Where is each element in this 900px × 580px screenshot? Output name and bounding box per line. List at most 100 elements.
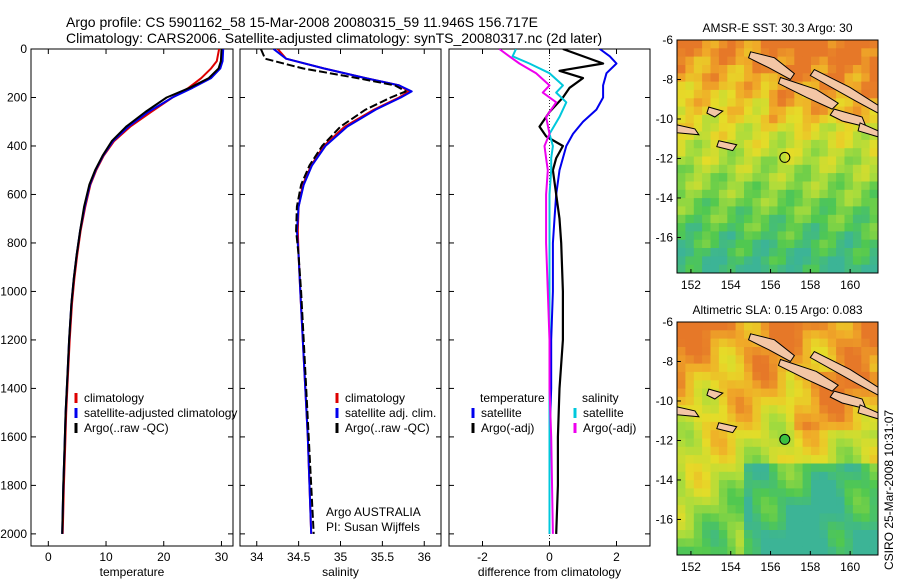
x-axis-label: salinity [322,565,359,579]
legend-label: Argo(..raw -QC) [345,421,430,435]
x-tick-label: 2 [613,550,620,564]
land-polygons [677,333,878,434]
map-title: Altimetric SLA: 0.15 Argo: 0.083 [692,303,862,317]
land-polygon [706,106,724,118]
y-tick-label: 1000 [0,284,27,298]
legend-label: climatology [345,391,405,405]
legend-label: satellite-adjusted climatology [84,406,237,420]
x-tick-label: 10 [99,550,113,564]
annotation-institution: Argo AUSTRALIA [326,505,421,519]
series-line-2 [259,49,407,534]
header-line-1: Argo profile: CS 5901162_58 15-Mar-2008 … [66,14,538,30]
credit-label: CSIRO 25-Mar-2008 10:31:07 [882,410,896,570]
y-tick-label: 1800 [0,478,27,492]
x-tick-label: 158 [800,560,820,574]
legend-title-temperature: temperature [480,391,545,405]
land-polygon [809,350,878,396]
map-frame [676,321,879,556]
x-tick-label: 152 [681,560,701,574]
x-tick-label: 0 [45,550,52,564]
series-line-1 [538,49,605,534]
x-tick-label: 160 [840,560,860,574]
profile-panel-0: 0 10 20 30 0 200 400 600 800 1000 1200 1400 1600 1800… [0,42,237,579]
legend-label: Argo(..raw -QC) [84,421,169,435]
x-tick-label: 152 [681,278,701,292]
series-line-3 [498,49,558,534]
heatmap-cells [677,40,878,273]
legend-label: Argo(-adj) [481,421,534,435]
legend-title-salinity: salinity [582,391,619,405]
y-tick-label: -10 [656,112,674,126]
x-tick-label: 154 [721,560,741,574]
x-tick-label: 156 [761,560,781,574]
x-tick-label: 154 [721,278,741,292]
land-polygons [677,51,878,152]
series-line-0 [548,49,618,534]
land-polygon [857,404,878,420]
y-tick-label: 600 [7,187,27,201]
land-polygon [857,122,878,138]
land-polygon [677,406,700,418]
y-tick-label: -8 [662,354,673,368]
land-polygon [716,140,738,152]
y-tick-label: -6 [662,33,673,47]
sla-map: Altimetric SLA: 0.15 Argo: 0.083 152 154 15… [656,303,879,574]
x-tick-label: 34 [250,550,264,564]
land-polygon [777,358,840,392]
land-polygon [777,76,840,110]
x-tick-label: 35.5 [371,550,395,564]
x-axis-label: difference from climatology [478,565,621,579]
sst-map: AMSR-E SST: 30.3 Argo: 30 152 154 156 158 160… [656,21,879,292]
map-title: AMSR-E SST: 30.3 Argo: 30 [702,21,852,35]
y-tick-label: 1200 [0,333,27,347]
y-tick-label: 0 [20,42,27,56]
y-tick-label: -6 [662,315,673,329]
legend-label: Argo(-adj) [583,421,636,435]
series-line-2 [61,49,223,534]
legend-label: satellite [481,406,522,420]
header-line-2: Climatology: CARS2006. Satellite-adjuste… [66,30,603,46]
x-tick-label: 36 [418,550,432,564]
x-tick-label: 158 [800,278,820,292]
land-polygon [809,68,878,114]
x-tick-label: 20 [157,550,171,564]
x-tick-label: 30 [215,550,229,564]
y-tick-label: -10 [656,394,674,408]
y-tick-label: 200 [7,90,27,104]
y-tick-label: 800 [7,236,27,250]
x-tick-label: -2 [477,550,488,564]
map-frame [676,39,879,274]
y-tick-label: -14 [656,473,674,487]
y-tick-label: 400 [7,139,27,153]
land-polygon [677,124,700,136]
y-tick-label: -8 [662,72,673,86]
annotation-pi: PI: Susan Wijffels [326,520,420,534]
land-polygon [829,390,867,410]
land-polygon [716,422,738,434]
argo-position-marker [779,151,791,163]
x-tick-label: 35 [334,550,348,564]
x-tick-label: 160 [840,278,860,292]
legend-label: satellite [583,406,624,420]
land-polygon [706,388,724,400]
y-tick-label: -12 [656,433,674,447]
y-tick-label: 2000 [0,527,27,541]
profile-panel-1: 34 34.5 35 35.5 36 salinity climatologysatelli… [239,48,442,579]
x-tick-label: 156 [761,278,781,292]
legend-label: satellite adj. clim. [345,406,436,420]
x-tick-label: 34.5 [287,550,311,564]
land-polygon [747,333,796,363]
y-tick-label: 1600 [0,430,27,444]
y-tick-label: 1400 [0,381,27,395]
panel-frame [239,48,442,547]
argo-position-marker [779,433,791,445]
y-tick-label: -16 [656,512,674,526]
heatmap-cells [677,322,878,555]
y-tick-label: -16 [656,230,674,244]
x-tick-label: 0 [546,550,553,564]
land-polygon [829,108,867,128]
legend-label: climatology [84,391,144,405]
land-polygon [747,51,796,81]
